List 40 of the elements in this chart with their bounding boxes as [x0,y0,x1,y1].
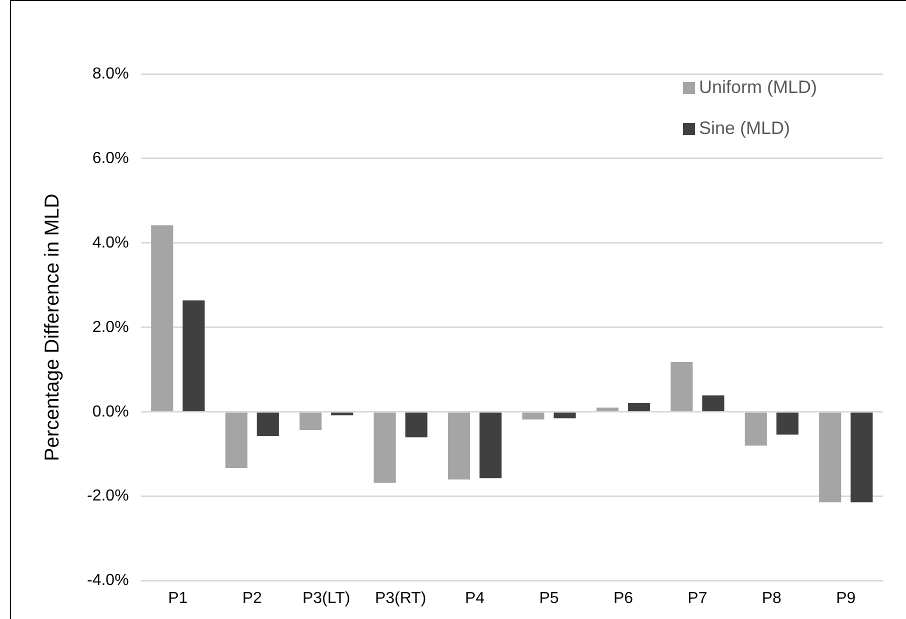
y-tick-label: 0.0% [92,403,129,420]
x-tick-label: P6 [613,590,634,607]
bar [744,412,767,446]
bar [702,395,724,412]
bar [628,403,650,412]
bar [522,412,544,420]
y-tick-label: 2.0% [92,318,129,336]
x-tick-label: P1 [168,590,188,607]
bar [480,412,502,478]
bar [256,412,279,436]
bar [850,412,873,502]
bar [405,412,428,438]
x-tick-label: P3(LT) [302,590,350,607]
x-tick-label: P3(RT) [374,590,426,607]
bar [819,412,842,502]
x-tick-label: P4 [465,590,485,607]
y-tick-label: -4.0% [87,572,129,590]
bar [182,300,205,412]
bar [776,412,798,435]
legend-label: Uniform (MLD) [699,76,818,97]
bar [374,412,396,483]
y-tick-label: -2.0% [87,488,129,505]
y-axis-title: Percentage Difference in MLD [42,194,64,462]
bar [300,412,322,430]
bar [596,408,618,412]
y-tick-label: 6.0% [92,150,129,167]
bar [554,412,576,418]
y-tick-label: 8.0% [92,65,129,82]
x-tick-label: P5 [539,590,559,607]
x-tick-label: P8 [762,590,782,607]
bar [151,225,174,412]
legend-label: Sine (MLD) [699,118,790,138]
x-tick-label: P2 [242,590,262,607]
x-tick-label: P9 [836,590,856,607]
x-tick-label: P7 [688,590,708,607]
bar [670,362,693,412]
bar [225,412,248,468]
bar [448,412,470,480]
bar [331,412,354,416]
y-tick-label: 4.0% [92,234,129,252]
